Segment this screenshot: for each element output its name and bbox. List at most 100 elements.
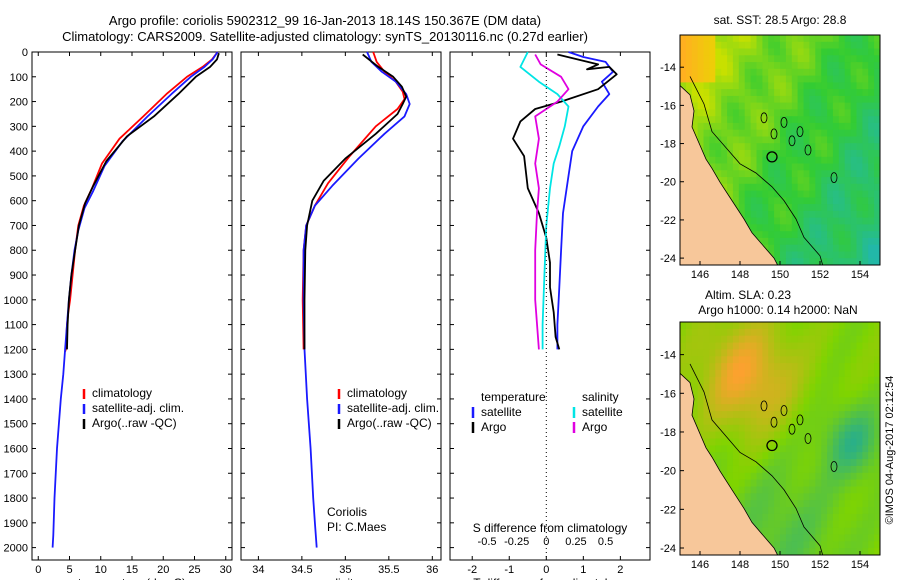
field-cell [785, 390, 793, 398]
field-cell [868, 136, 875, 144]
field-cell [844, 217, 852, 225]
field-cell [838, 244, 846, 253]
field-cell [821, 424, 828, 433]
field-cell [797, 116, 805, 124]
field-cell [838, 210, 846, 219]
field-cell [791, 109, 799, 117]
x-tick-label: 1 [580, 564, 586, 576]
field-cell [721, 35, 728, 43]
field-cell [774, 520, 781, 529]
x2-tick-label: -0.5 [478, 536, 497, 548]
field-cell [862, 376, 869, 385]
field-cell [844, 75, 852, 83]
field-cell [827, 548, 834, 555]
field-cell [832, 335, 840, 344]
field-cell [827, 363, 834, 371]
field-cell [732, 109, 740, 117]
field-cell [856, 534, 863, 542]
field-cell [774, 479, 781, 488]
field-cell [838, 48, 846, 56]
field-cell [809, 397, 816, 405]
field-cell [832, 122, 840, 131]
field-cell [809, 527, 816, 536]
field-cell [791, 328, 799, 337]
field-cell [732, 349, 740, 357]
x-tick-label: 35.5 [378, 564, 399, 576]
field-cell [856, 95, 863, 104]
field-cell [850, 190, 858, 198]
field-cell [797, 35, 805, 43]
field-cell [738, 363, 746, 371]
field-cell [844, 411, 852, 419]
field-cell [862, 472, 869, 481]
field-cell [791, 224, 799, 232]
field-cell [862, 170, 869, 178]
field-cell [768, 363, 775, 371]
field-cell [821, 513, 828, 522]
field-cell [768, 328, 775, 337]
field-cell [703, 417, 710, 426]
field-cell [844, 397, 852, 405]
x-tick-label: 0 [35, 564, 41, 576]
field-cell [727, 41, 734, 50]
field-cell [738, 500, 746, 508]
field-cell [850, 109, 858, 117]
field-cell [685, 363, 693, 371]
field-cell [862, 217, 869, 225]
field-cell [874, 41, 880, 50]
field-cell [785, 417, 793, 426]
field-cell [697, 424, 705, 433]
field-cell [844, 95, 852, 104]
field-cell [868, 349, 875, 357]
field-cell [850, 459, 858, 467]
field-cell [797, 342, 805, 351]
field-cell [850, 82, 858, 90]
field-cell [756, 431, 763, 440]
field-cell [768, 376, 775, 385]
field-cell [691, 109, 699, 117]
field-cell [715, 383, 722, 392]
field-cell [703, 356, 710, 364]
field-cell [680, 349, 687, 357]
field-cell [838, 35, 846, 43]
field-cell [815, 75, 822, 83]
field-cell [862, 150, 869, 158]
field-cell [832, 129, 840, 138]
field-cell [727, 75, 734, 83]
field-cell [868, 102, 875, 110]
field-cell [856, 136, 863, 144]
field-cell [850, 156, 858, 165]
x-tick-label: 34.5 [291, 564, 312, 576]
field-cell [750, 459, 758, 467]
field-cell [844, 82, 852, 90]
field-cell [774, 136, 781, 144]
field-cell [750, 129, 758, 138]
field-cell [844, 89, 852, 97]
field-cell [844, 183, 852, 192]
field-cell [785, 541, 793, 549]
field-cell [762, 472, 769, 481]
chart-title-line2: Climatology: CARS2009. Satellite-adjuste… [62, 29, 588, 44]
field-cell [868, 424, 875, 433]
field-cell [797, 349, 805, 357]
field-cell [844, 342, 852, 351]
field-cell [750, 363, 758, 371]
field-cell [856, 328, 863, 337]
field-cell [709, 404, 716, 412]
field-cell [750, 210, 758, 219]
field-cell [874, 397, 880, 405]
field-cell [856, 335, 863, 344]
field-cell [844, 335, 852, 344]
field-cell [874, 231, 880, 239]
field-cell [815, 156, 822, 165]
field-cell [844, 500, 852, 508]
field-cell [744, 465, 752, 474]
field-cell [762, 224, 769, 232]
field-cell [809, 472, 816, 481]
field-cell [862, 322, 869, 330]
field-cell [703, 41, 710, 50]
field-cell [832, 431, 840, 440]
field-cell [856, 431, 863, 440]
field-cell [850, 163, 858, 171]
field-cell [856, 224, 863, 232]
